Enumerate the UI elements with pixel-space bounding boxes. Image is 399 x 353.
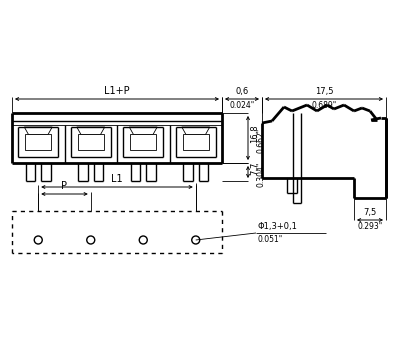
Text: 0.024": 0.024" [229,101,255,110]
Polygon shape [129,127,157,134]
Text: 0.051": 0.051" [258,235,283,244]
Bar [78,134,104,150]
Text: L1: L1 [111,174,123,184]
Bar [25,134,51,150]
Text: 0.689": 0.689" [311,101,337,110]
Text: L1+P: L1+P [104,86,130,96]
Polygon shape [77,127,105,134]
Text: 17,5: 17,5 [315,87,333,96]
Text: Φ1,3+0,1: Φ1,3+0,1 [258,222,298,231]
Bar [183,134,209,150]
Text: 0.293": 0.293" [358,222,383,231]
Text: 16,8: 16,8 [250,125,259,143]
Bar [130,134,156,150]
Text: 0.304": 0.304" [257,161,266,187]
Text: 0.662": 0.662" [257,127,266,152]
Text: 0,6: 0,6 [235,87,249,96]
Text: 7,7: 7,7 [250,161,259,175]
Polygon shape [24,127,52,134]
Polygon shape [182,127,210,134]
Text: P: P [61,181,67,191]
Text: 7,5: 7,5 [363,208,377,217]
